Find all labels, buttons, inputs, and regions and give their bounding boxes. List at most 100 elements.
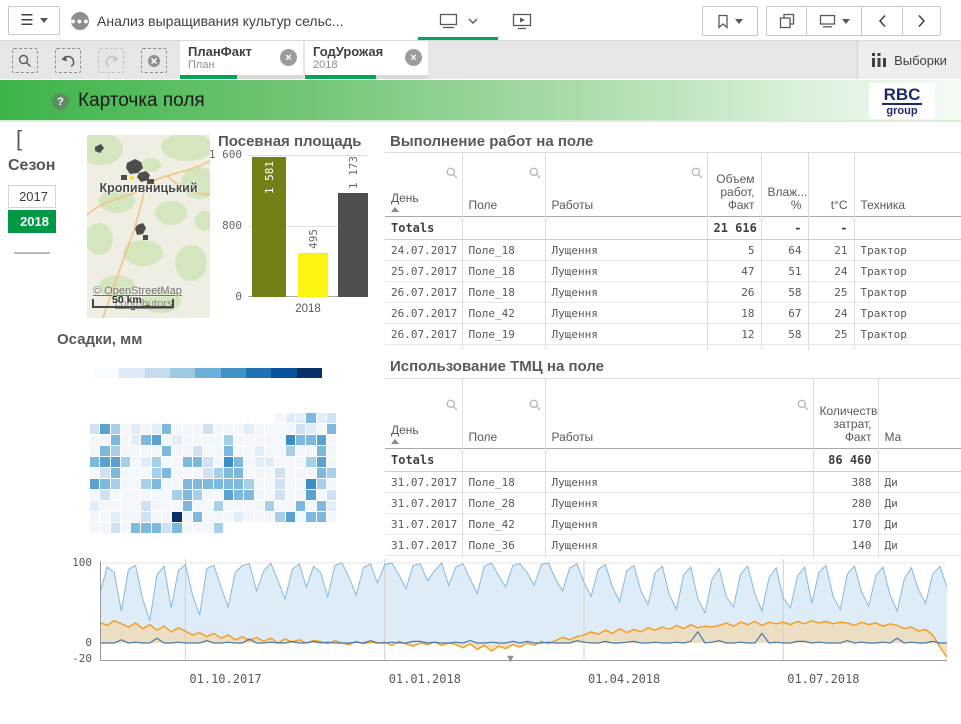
close-icon[interactable]: × — [280, 49, 297, 66]
heatmap-cell[interactable] — [306, 446, 316, 456]
heatmap-cell[interactable] — [110, 446, 120, 456]
heatmap-cell[interactable] — [213, 446, 223, 456]
table-cell[interactable]: 31.07.2017 — [385, 513, 463, 535]
table-cell[interactable] — [761, 344, 809, 350]
heatmap-cell[interactable] — [326, 413, 337, 423]
heatmap-cell[interactable] — [295, 512, 306, 522]
sheets-overview-button[interactable] — [766, 6, 807, 36]
heatmap-cell[interactable] — [162, 457, 172, 467]
heatmap-cell[interactable] — [244, 424, 254, 434]
heatmap-cell[interactable] — [90, 512, 100, 522]
heatmap-cell[interactable] — [213, 501, 223, 511]
heatmap-cell[interactable] — [265, 512, 275, 522]
heatmap-cell[interactable] — [131, 424, 141, 434]
column-header[interactable]: Ма — [878, 378, 961, 449]
heatmap-cell[interactable] — [120, 501, 131, 511]
heatmap-cell[interactable] — [326, 435, 337, 445]
heatmap-cell[interactable] — [275, 501, 285, 511]
heatmap-cell[interactable] — [316, 413, 326, 423]
presentation-button[interactable] — [508, 8, 536, 34]
column-header[interactable]: Поле — [462, 152, 546, 217]
table-row[interactable]: 31.07.2017 Поле_42 Лущення 170 Ди — [385, 513, 961, 535]
heatmap-cell[interactable] — [223, 479, 234, 489]
table-cell[interactable]: 26 — [707, 281, 762, 303]
heatmap-cell[interactable] — [141, 446, 151, 456]
heatmap-cell[interactable] — [182, 446, 192, 456]
table-cell[interactable]: 388 — [813, 471, 879, 493]
heatmap-cell[interactable] — [192, 457, 203, 467]
heatmap-cell[interactable] — [285, 457, 295, 467]
heatmap-cell[interactable] — [244, 435, 254, 445]
heatmap-cell[interactable] — [265, 446, 275, 456]
search-icon[interactable] — [691, 167, 703, 179]
heatmap-cell[interactable] — [141, 490, 151, 500]
heatmap-cell[interactable] — [141, 523, 151, 533]
heatmap-cell[interactable] — [100, 523, 110, 533]
heatmap-cell[interactable] — [151, 512, 162, 522]
heatmap-cell[interactable] — [275, 479, 285, 489]
table-cell[interactable] — [854, 344, 961, 350]
close-icon[interactable]: × — [405, 49, 422, 66]
heatmap-cell[interactable] — [131, 501, 141, 511]
table-row[interactable]: 31.07.2017 Поле_18 Лущення 388 Ди — [385, 471, 961, 493]
heatmap-cell[interactable] — [100, 424, 110, 434]
table-cell[interactable] — [813, 555, 879, 558]
heatmap-cell[interactable] — [285, 413, 295, 423]
heatmap-cell[interactable] — [234, 435, 244, 445]
heatmap-cell[interactable] — [192, 479, 203, 489]
heatmap-cell[interactable] — [285, 479, 295, 489]
heatmap-cell[interactable] — [213, 490, 223, 500]
search-icon[interactable] — [529, 399, 541, 411]
heatmap-cell[interactable] — [192, 512, 203, 522]
heatmap-cell[interactable] — [192, 490, 203, 500]
field-map[interactable]: Кропивницький contributors © OpenStreetM… — [87, 135, 210, 318]
table-cell[interactable]: 67 — [761, 302, 809, 324]
help-icon[interactable]: ? — [52, 93, 69, 110]
search-icon[interactable] — [446, 399, 458, 411]
column-header[interactable]: t°C — [808, 152, 855, 217]
heatmap-cell[interactable] — [254, 501, 265, 511]
heatmap-cell[interactable] — [172, 490, 182, 500]
table-cell[interactable]: Лущення — [545, 471, 814, 493]
heatmap-cell[interactable] — [306, 501, 316, 511]
heatmap-cell[interactable] — [306, 512, 316, 522]
heatmap-cell[interactable] — [326, 479, 337, 489]
map-attribution-1[interactable]: © OpenStreetMap — [93, 285, 182, 297]
heatmap-cell[interactable] — [120, 424, 131, 434]
heatmap-cell[interactable] — [326, 457, 337, 467]
heatmap-cell[interactable] — [326, 512, 337, 522]
heatmap-cell[interactable] — [295, 457, 306, 467]
heatmap-cell[interactable] — [131, 435, 141, 445]
heatmap-cell[interactable] — [182, 457, 192, 467]
heatmap-cell[interactable] — [234, 501, 244, 511]
heatmap-cell[interactable] — [182, 512, 192, 522]
heatmap-cell[interactable] — [234, 457, 244, 467]
heatmap-cell[interactable] — [244, 457, 254, 467]
heatmap-cell[interactable] — [275, 424, 285, 434]
table-cell[interactable]: Поле_18 — [462, 471, 546, 493]
table-cell[interactable]: 140 — [813, 534, 879, 556]
heatmap-cell[interactable] — [316, 512, 326, 522]
heatmap-cell[interactable] — [203, 457, 213, 467]
heatmap-cell[interactable] — [100, 501, 110, 511]
undo-selection-button[interactable] — [55, 48, 81, 73]
heatmap-cell[interactable] — [151, 435, 162, 445]
season-option-2017[interactable]: 2017 — [8, 185, 56, 208]
heatmap-cell[interactable] — [265, 490, 275, 500]
table-cell[interactable]: Лущення — [545, 534, 814, 556]
table-cell[interactable]: 25 — [808, 323, 855, 345]
table-cell[interactable]: 64 — [761, 239, 809, 261]
table-cell[interactable]: Лущення — [545, 323, 708, 345]
table-cell[interactable] — [545, 555, 814, 558]
heatmap-cell[interactable] — [213, 512, 223, 522]
heatmap-cell[interactable] — [182, 479, 192, 489]
heatmap-cell[interactable] — [182, 501, 192, 511]
app-info-icon[interactable]: ●●● — [70, 12, 89, 30]
heatmap-cell[interactable] — [275, 457, 285, 467]
heatmap-cell[interactable] — [254, 446, 265, 456]
heatmap-cell[interactable] — [182, 468, 192, 478]
table-cell[interactable]: Поле_18 — [462, 281, 546, 303]
heatmap-cell[interactable] — [203, 490, 213, 500]
heatmap-cell[interactable] — [316, 446, 326, 456]
heatmap-cell[interactable] — [223, 468, 234, 478]
